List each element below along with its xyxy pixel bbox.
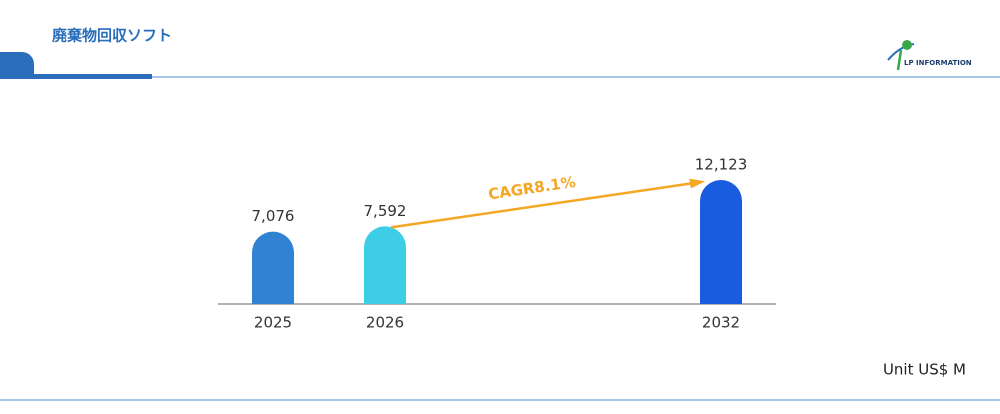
cagr-arrowhead (689, 178, 705, 189)
unit-label: Unit US$ M (883, 361, 966, 379)
logo-text: LP INFORMATION (904, 59, 972, 67)
page-title: 廃棄物回収ソフト (52, 27, 172, 45)
bar (364, 226, 406, 304)
cagr-arrow (390, 180, 702, 229)
value-label: 7,076 (252, 207, 295, 225)
x-tick-label: 2032 (702, 314, 740, 332)
x-tick-label: 2026 (366, 314, 404, 332)
logo-stem (896, 49, 903, 71)
header-accent (0, 74, 152, 79)
x-tick-label: 2025 (254, 314, 292, 332)
logo-dot (902, 40, 912, 50)
value-label: 12,123 (695, 156, 748, 174)
value-label: 7,592 (364, 202, 407, 220)
bar (700, 180, 742, 304)
bar (252, 231, 294, 304)
header-tab (0, 52, 34, 77)
logo: LP INFORMATION (887, 40, 972, 71)
